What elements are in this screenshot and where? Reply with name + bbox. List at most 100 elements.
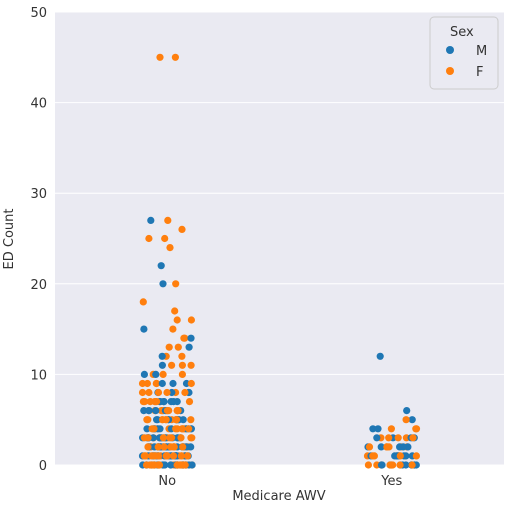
data-point-m (408, 416, 416, 424)
data-point-f (148, 425, 156, 433)
data-point-f (141, 398, 149, 406)
data-point-f (172, 416, 181, 424)
data-point-f (187, 361, 195, 369)
data-point-f (178, 352, 186, 360)
legend-label-f: F (476, 65, 483, 80)
data-point-f (173, 316, 181, 324)
data-point-m (158, 352, 166, 360)
data-point-f (185, 398, 194, 406)
data-point-f (387, 425, 395, 433)
data-point-m (403, 407, 411, 415)
data-point-f (409, 434, 417, 442)
legend-label-m: M (476, 44, 487, 59)
data-point-f (154, 443, 162, 451)
data-point-m (158, 361, 166, 369)
data-point-m (188, 461, 196, 469)
data-point-f (140, 434, 148, 442)
data-point-m (374, 425, 382, 433)
data-point-f (396, 461, 404, 469)
data-point-f (163, 407, 171, 415)
data-point-f (166, 434, 174, 442)
data-point-f (165, 343, 173, 351)
y-tick-label: 40 (30, 97, 47, 112)
data-point-f (365, 443, 374, 451)
data-point-f (152, 379, 160, 388)
data-point-f (172, 425, 180, 433)
data-point-f (386, 461, 394, 469)
data-point-f (168, 361, 176, 369)
data-point-f (171, 307, 179, 315)
y-tick-label: 50 (30, 6, 47, 21)
data-point-m (143, 425, 151, 433)
data-point-f (385, 443, 393, 451)
data-point-m (156, 425, 164, 433)
data-point-f (183, 452, 192, 460)
data-point-f (178, 361, 186, 369)
data-point-m (399, 443, 407, 451)
data-point-m (140, 325, 148, 333)
data-point-f (172, 280, 180, 288)
data-point-m (369, 425, 377, 433)
data-point-f (155, 461, 164, 469)
data-point-f (154, 388, 163, 397)
data-point-m (187, 334, 195, 342)
data-point-f (159, 434, 167, 442)
data-point-f (178, 425, 186, 433)
data-point-f (402, 416, 410, 424)
grid-lines (55, 11, 504, 466)
data-point-f (181, 388, 189, 397)
data-point-f (412, 452, 420, 460)
data-point-f (370, 452, 378, 460)
data-point-f (150, 461, 159, 469)
data-point-f (174, 407, 182, 415)
data-point-f (412, 425, 420, 433)
data-point-f (169, 443, 177, 451)
data-point-m (157, 262, 165, 270)
data-point-f (151, 398, 159, 406)
legend-marker-m (446, 46, 454, 54)
y-tick-label: 30 (30, 187, 47, 202)
data-point-m (167, 461, 175, 469)
data-point-f (174, 343, 182, 351)
data-point-f (156, 53, 164, 61)
data-point-f (396, 452, 404, 460)
data-point-f (144, 443, 152, 451)
data-point-f (161, 234, 169, 243)
data-point-f (145, 234, 153, 243)
data-point-f (169, 325, 177, 333)
data-point-f (177, 434, 185, 442)
data-point-f (171, 53, 179, 61)
data-point-f (163, 452, 171, 460)
data-point-f (163, 388, 171, 397)
data-point-f (138, 388, 147, 397)
data-point-m (160, 398, 168, 406)
data-point-f (394, 434, 402, 442)
data-point-f (166, 244, 174, 252)
x-axis: No Yes (158, 474, 402, 489)
data-point-f (160, 443, 168, 451)
data-point-m (402, 461, 410, 469)
y-tick-label: 10 (30, 368, 47, 383)
data-point-f (139, 298, 147, 306)
x-tick-label: No (158, 474, 176, 489)
data-point-m (158, 379, 166, 388)
data-point-m (391, 452, 399, 460)
data-point-f (408, 461, 416, 469)
data-point-f (180, 334, 188, 342)
data-point-m (145, 407, 153, 415)
data-point-f (187, 379, 195, 388)
y-axis: 0 10 20 30 40 50 (30, 6, 47, 474)
data-point-f (179, 443, 187, 451)
data-point-f (364, 461, 372, 469)
data-point-f (145, 388, 153, 397)
data-point-f (142, 461, 151, 469)
data-point-f (177, 452, 185, 460)
data-point-m (185, 343, 193, 351)
data-point-f (178, 225, 186, 233)
data-point-m (149, 434, 157, 442)
data-point-f (185, 425, 193, 433)
data-point-m (169, 379, 177, 388)
data-point-f (151, 452, 159, 460)
data-points (138, 53, 421, 469)
